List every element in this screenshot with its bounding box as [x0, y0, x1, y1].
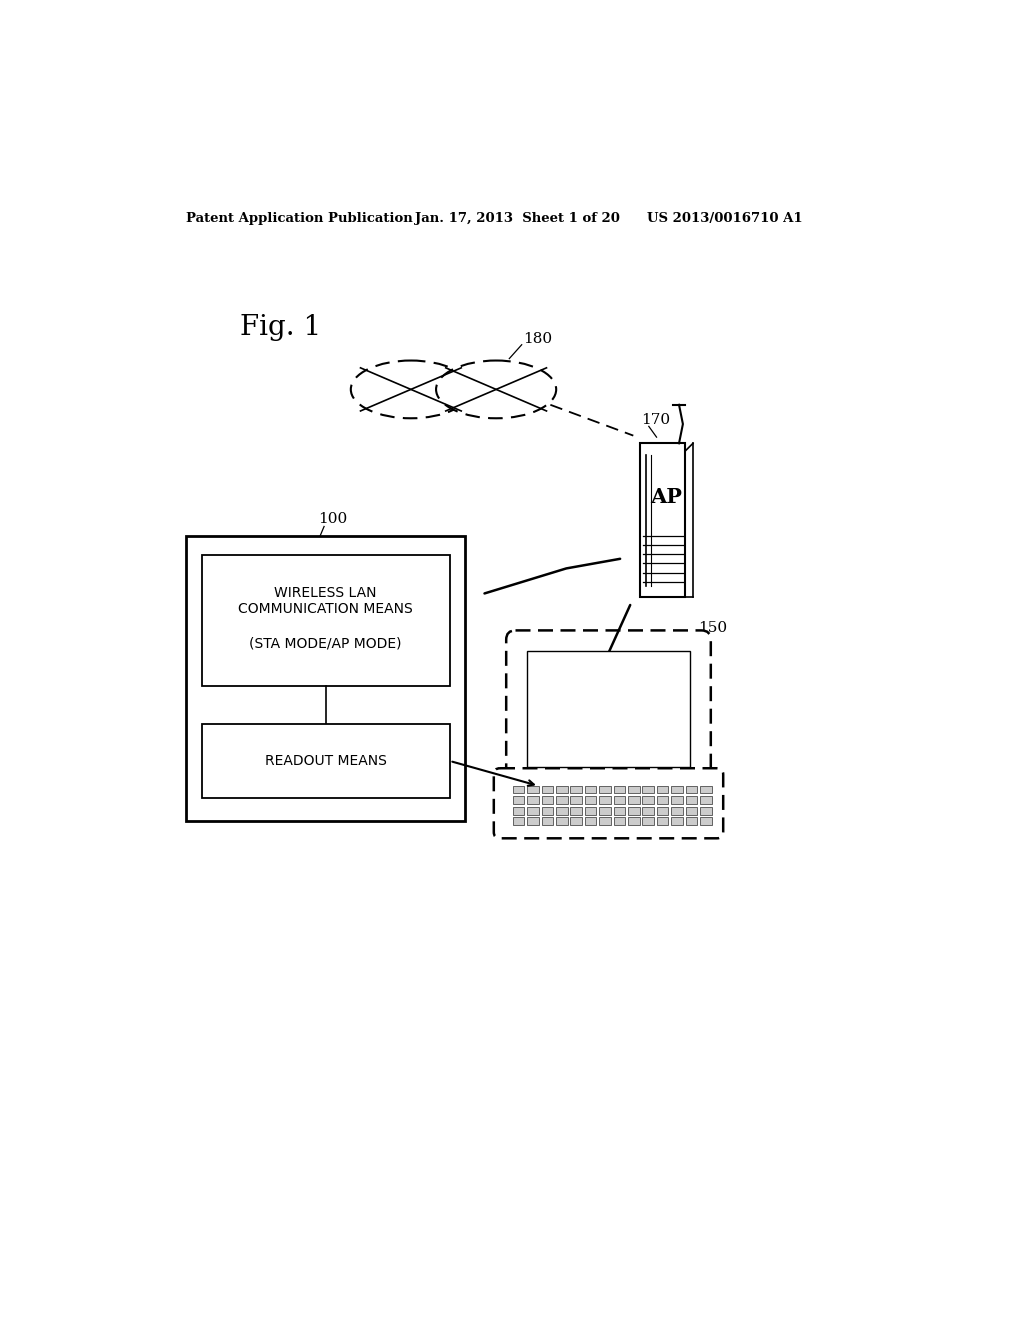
Bar — [202, 554, 450, 686]
Text: Fig. 1: Fig. 1 — [241, 314, 322, 342]
Bar — [628, 807, 640, 814]
Bar — [656, 807, 669, 814]
Bar — [628, 796, 640, 804]
Text: READOUT MEANS: READOUT MEANS — [264, 754, 387, 768]
Bar — [656, 817, 669, 825]
Bar — [642, 785, 654, 793]
Bar — [513, 817, 524, 825]
Bar — [699, 807, 712, 814]
Bar — [628, 785, 640, 793]
Bar — [556, 785, 567, 793]
Bar — [671, 817, 683, 825]
Bar — [513, 796, 524, 804]
Bar — [671, 796, 683, 804]
Bar — [570, 796, 582, 804]
Bar — [542, 817, 553, 825]
Bar — [513, 785, 524, 793]
Bar — [642, 817, 654, 825]
FancyBboxPatch shape — [494, 768, 723, 838]
Bar — [599, 807, 611, 814]
Bar — [513, 807, 524, 814]
Bar — [642, 796, 654, 804]
Bar — [640, 444, 685, 597]
Bar — [542, 796, 553, 804]
Text: 180: 180 — [523, 333, 552, 346]
Bar — [642, 807, 654, 814]
Text: (STA MODE/AP MODE): (STA MODE/AP MODE) — [250, 636, 401, 651]
Text: Patent Application Publication: Patent Application Publication — [186, 213, 413, 224]
Bar — [570, 785, 582, 793]
Bar — [599, 796, 611, 804]
Bar — [542, 807, 553, 814]
Text: AP: AP — [650, 487, 682, 507]
Bar — [585, 817, 596, 825]
Bar — [699, 785, 712, 793]
Bar — [685, 807, 697, 814]
Bar — [527, 651, 690, 767]
Text: 150: 150 — [697, 622, 727, 635]
Bar — [570, 817, 582, 825]
FancyBboxPatch shape — [506, 631, 711, 780]
Bar — [613, 817, 626, 825]
Bar — [628, 817, 640, 825]
Bar — [656, 796, 669, 804]
Ellipse shape — [351, 360, 471, 418]
Text: Jan. 17, 2013  Sheet 1 of 20: Jan. 17, 2013 Sheet 1 of 20 — [415, 213, 620, 224]
Bar — [527, 807, 539, 814]
Text: 100: 100 — [317, 512, 347, 525]
Bar — [671, 785, 683, 793]
Bar — [527, 785, 539, 793]
Bar — [585, 796, 596, 804]
Bar — [556, 796, 567, 804]
Text: 101: 101 — [213, 719, 240, 733]
Bar — [202, 725, 450, 797]
Text: US 2013/0016710 A1: US 2013/0016710 A1 — [647, 213, 803, 224]
Bar — [527, 817, 539, 825]
Bar — [599, 817, 611, 825]
Bar — [186, 536, 465, 821]
Bar — [685, 817, 697, 825]
Bar — [699, 796, 712, 804]
Bar — [599, 785, 611, 793]
Bar — [613, 785, 626, 793]
Text: WIRELESS LAN
COMMUNICATION MEANS: WIRELESS LAN COMMUNICATION MEANS — [239, 586, 413, 616]
Bar — [613, 796, 626, 804]
Bar — [656, 785, 669, 793]
Bar — [570, 807, 582, 814]
Text: 170: 170 — [641, 413, 670, 428]
Bar — [699, 817, 712, 825]
Bar — [542, 785, 553, 793]
Bar — [585, 785, 596, 793]
Bar — [527, 796, 539, 804]
Text: 102: 102 — [332, 704, 358, 718]
Bar — [671, 807, 683, 814]
Bar — [556, 817, 567, 825]
Bar — [685, 796, 697, 804]
Bar — [613, 807, 626, 814]
Ellipse shape — [436, 360, 556, 418]
Bar — [585, 807, 596, 814]
Bar — [685, 785, 697, 793]
Bar — [556, 807, 567, 814]
